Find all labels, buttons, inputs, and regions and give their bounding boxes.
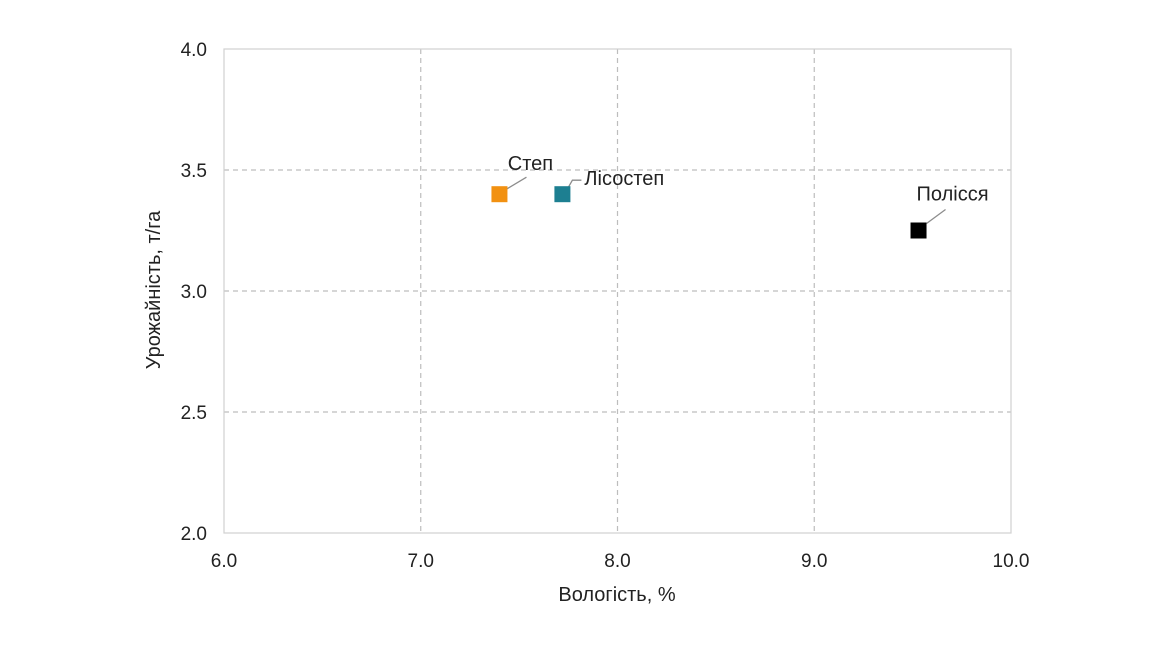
leader-line: [926, 208, 946, 225]
data-point-marker: [910, 222, 927, 239]
grid-lines: [224, 49, 1011, 533]
data-points: [491, 186, 927, 239]
y-axis-title: Урожайність, т/га: [143, 210, 165, 369]
point-label: Лісостеп: [584, 168, 664, 190]
data-point-marker: [554, 186, 571, 203]
y-tick-label: 2.5: [181, 403, 207, 424]
leader-line: [567, 179, 582, 188]
x-tick-label: 6.0: [211, 551, 237, 572]
x-tick-label: 8.0: [604, 551, 630, 572]
leader-lines: [506, 176, 946, 225]
y-tick-label: 2.0: [181, 524, 207, 545]
x-tick-label: 9.0: [801, 551, 827, 572]
y-tick-label: 4.0: [181, 40, 207, 61]
leader-line: [506, 176, 527, 190]
x-axis-ticks: 6.0 7.0 8.0 9.0 10.0: [211, 551, 1030, 572]
y-tick-label: 3.0: [181, 282, 207, 303]
x-axis-title: Вологість, %: [558, 584, 675, 606]
x-tick-label: 7.0: [408, 551, 434, 572]
point-label: Полісся: [917, 184, 989, 206]
y-axis-ticks: 2.0 2.5 3.0 3.5 4.0: [181, 40, 207, 545]
data-point-marker: [491, 186, 508, 203]
y-tick-label: 3.5: [181, 161, 207, 182]
x-tick-label: 10.0: [993, 551, 1030, 572]
point-labels: Степ Лісостеп Полісся: [508, 153, 989, 205]
point-label: Степ: [508, 153, 553, 175]
plot-area-border: [223, 48, 1012, 534]
